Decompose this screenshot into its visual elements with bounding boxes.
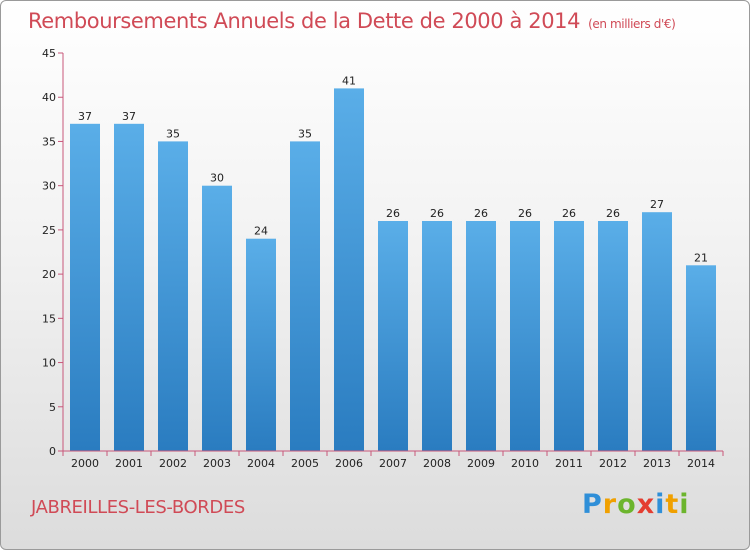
logo-letter: o: [617, 489, 637, 520]
x-tick-label-2013: 2013: [643, 457, 671, 470]
x-tick-label-2008: 2008: [423, 457, 451, 470]
x-tick-label-2005: 2005: [291, 457, 319, 470]
data-label-2011: 26: [562, 207, 576, 220]
y-tick-label-25: 25: [42, 224, 56, 237]
logo-letter: i: [679, 489, 690, 520]
logo-letter: i: [655, 489, 666, 520]
data-label-2014: 21: [694, 251, 708, 264]
logo-letter: r: [602, 489, 618, 520]
bar-2009: [466, 221, 496, 451]
data-label-2001: 37: [122, 110, 136, 123]
y-tick-label-35: 35: [42, 135, 56, 148]
chart-title: Remboursements Annuels de la Dette de 20…: [28, 9, 676, 33]
x-tick-label-2001: 2001: [115, 457, 143, 470]
logo-letter: P: [582, 489, 603, 520]
y-tick-label-40: 40: [42, 91, 56, 104]
y-tick-label-45: 45: [42, 47, 56, 60]
x-tick-label-2012: 2012: [599, 457, 627, 470]
bar-2001: [114, 123, 144, 452]
place-name: JABREILLES-LES-BORDES: [31, 497, 245, 518]
bar-2003: [202, 185, 232, 451]
x-tick-label-2010: 2010: [511, 457, 539, 470]
x-tick-label-2000: 2000: [71, 457, 99, 470]
x-tick-label-2014: 2014: [687, 457, 715, 470]
data-label-2004: 24: [254, 225, 268, 238]
bar-2011: [554, 221, 584, 451]
x-tick-label-2006: 2006: [335, 457, 363, 470]
y-tick-label-15: 15: [42, 312, 56, 325]
y-axis: 0 5 10 15 20 25 30 35 40 45: [42, 47, 64, 458]
bar-2008: [422, 221, 452, 451]
data-label-2010: 26: [518, 207, 532, 220]
bar-2010: [510, 221, 540, 451]
y-tick-label-30: 30: [42, 180, 56, 193]
bar-2006: [334, 88, 364, 452]
data-label-2007: 26: [386, 207, 400, 220]
y-tick-label-10: 10: [42, 357, 56, 370]
unit-label: (en milliers d'€): [588, 17, 676, 31]
x-tick-label-2002: 2002: [159, 457, 187, 470]
bar-2013: [642, 212, 672, 451]
data-label-2006: 41: [342, 74, 356, 87]
x-tick-label-2003: 2003: [203, 457, 231, 470]
data-label-2009: 26: [474, 207, 488, 220]
y-tick-label-20: 20: [42, 268, 56, 281]
y-tick-label-5: 5: [49, 401, 56, 414]
data-label-2000: 37: [78, 110, 92, 123]
bar-2000: [70, 123, 100, 452]
x-tick-label-2009: 2009: [467, 457, 495, 470]
data-label-2003: 30: [210, 172, 224, 185]
bars-group: 37 37 35 30 24 35 41 26 26 26 26 26 26 27 21: [70, 74, 716, 452]
x-axis: 2000 2001 2002 2003 2004 2005 2006 2007 2008 2009…: [62, 450, 724, 470]
bar-2004: [246, 238, 276, 451]
bar-2002: [158, 141, 188, 451]
data-label-2002: 35: [166, 127, 180, 140]
bar-2014: [686, 265, 716, 451]
x-tick-label-2011: 2011: [555, 457, 583, 470]
logo-letter: t: [665, 489, 680, 520]
data-label-2012: 26: [606, 207, 620, 220]
chart-title-text: Remboursements Annuels de la Dette de 20…: [28, 9, 581, 33]
y-tick-label-0: 0: [49, 445, 56, 458]
data-label-2013: 27: [650, 198, 664, 211]
bar-2007: [378, 221, 408, 451]
x-tick-label-2004: 2004: [247, 457, 275, 470]
bar-2005: [290, 141, 320, 451]
x-tick-label-2007: 2007: [379, 457, 407, 470]
bar-2012: [598, 221, 628, 451]
logo-letter: x: [636, 489, 656, 520]
data-label-2008: 26: [430, 207, 444, 220]
data-label-2005: 35: [298, 127, 312, 140]
proxiti-logo[interactable]: Proxiti: [582, 489, 690, 520]
